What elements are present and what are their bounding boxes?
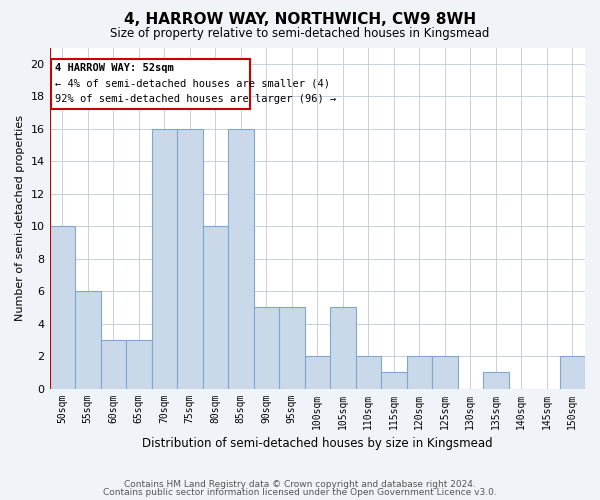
Bar	[407, 356, 432, 388]
Bar	[560, 356, 585, 388]
Text: ← 4% of semi-detached houses are smaller (4): ← 4% of semi-detached houses are smaller…	[55, 78, 331, 88]
Bar	[330, 308, 356, 388]
Text: Contains HM Land Registry data © Crown copyright and database right 2024.: Contains HM Land Registry data © Crown c…	[124, 480, 476, 489]
FancyBboxPatch shape	[51, 59, 250, 109]
Bar	[381, 372, 407, 388]
Bar	[228, 128, 254, 388]
Bar	[356, 356, 381, 388]
Bar	[254, 308, 279, 388]
Text: Contains public sector information licensed under the Open Government Licence v3: Contains public sector information licen…	[103, 488, 497, 497]
Bar	[101, 340, 126, 388]
Text: Size of property relative to semi-detached houses in Kingsmead: Size of property relative to semi-detach…	[110, 28, 490, 40]
Bar	[279, 308, 305, 388]
Text: 92% of semi-detached houses are larger (96) →: 92% of semi-detached houses are larger (…	[55, 94, 337, 104]
Bar	[203, 226, 228, 388]
Bar	[432, 356, 458, 388]
Bar	[75, 291, 101, 388]
Bar	[50, 226, 75, 388]
Bar	[152, 128, 177, 388]
Text: 4 HARROW WAY: 52sqm: 4 HARROW WAY: 52sqm	[55, 63, 174, 73]
Bar	[126, 340, 152, 388]
X-axis label: Distribution of semi-detached houses by size in Kingsmead: Distribution of semi-detached houses by …	[142, 437, 493, 450]
Text: 4, HARROW WAY, NORTHWICH, CW9 8WH: 4, HARROW WAY, NORTHWICH, CW9 8WH	[124, 12, 476, 28]
Bar	[305, 356, 330, 388]
Y-axis label: Number of semi-detached properties: Number of semi-detached properties	[15, 115, 25, 321]
Bar	[483, 372, 509, 388]
Bar	[177, 128, 203, 388]
